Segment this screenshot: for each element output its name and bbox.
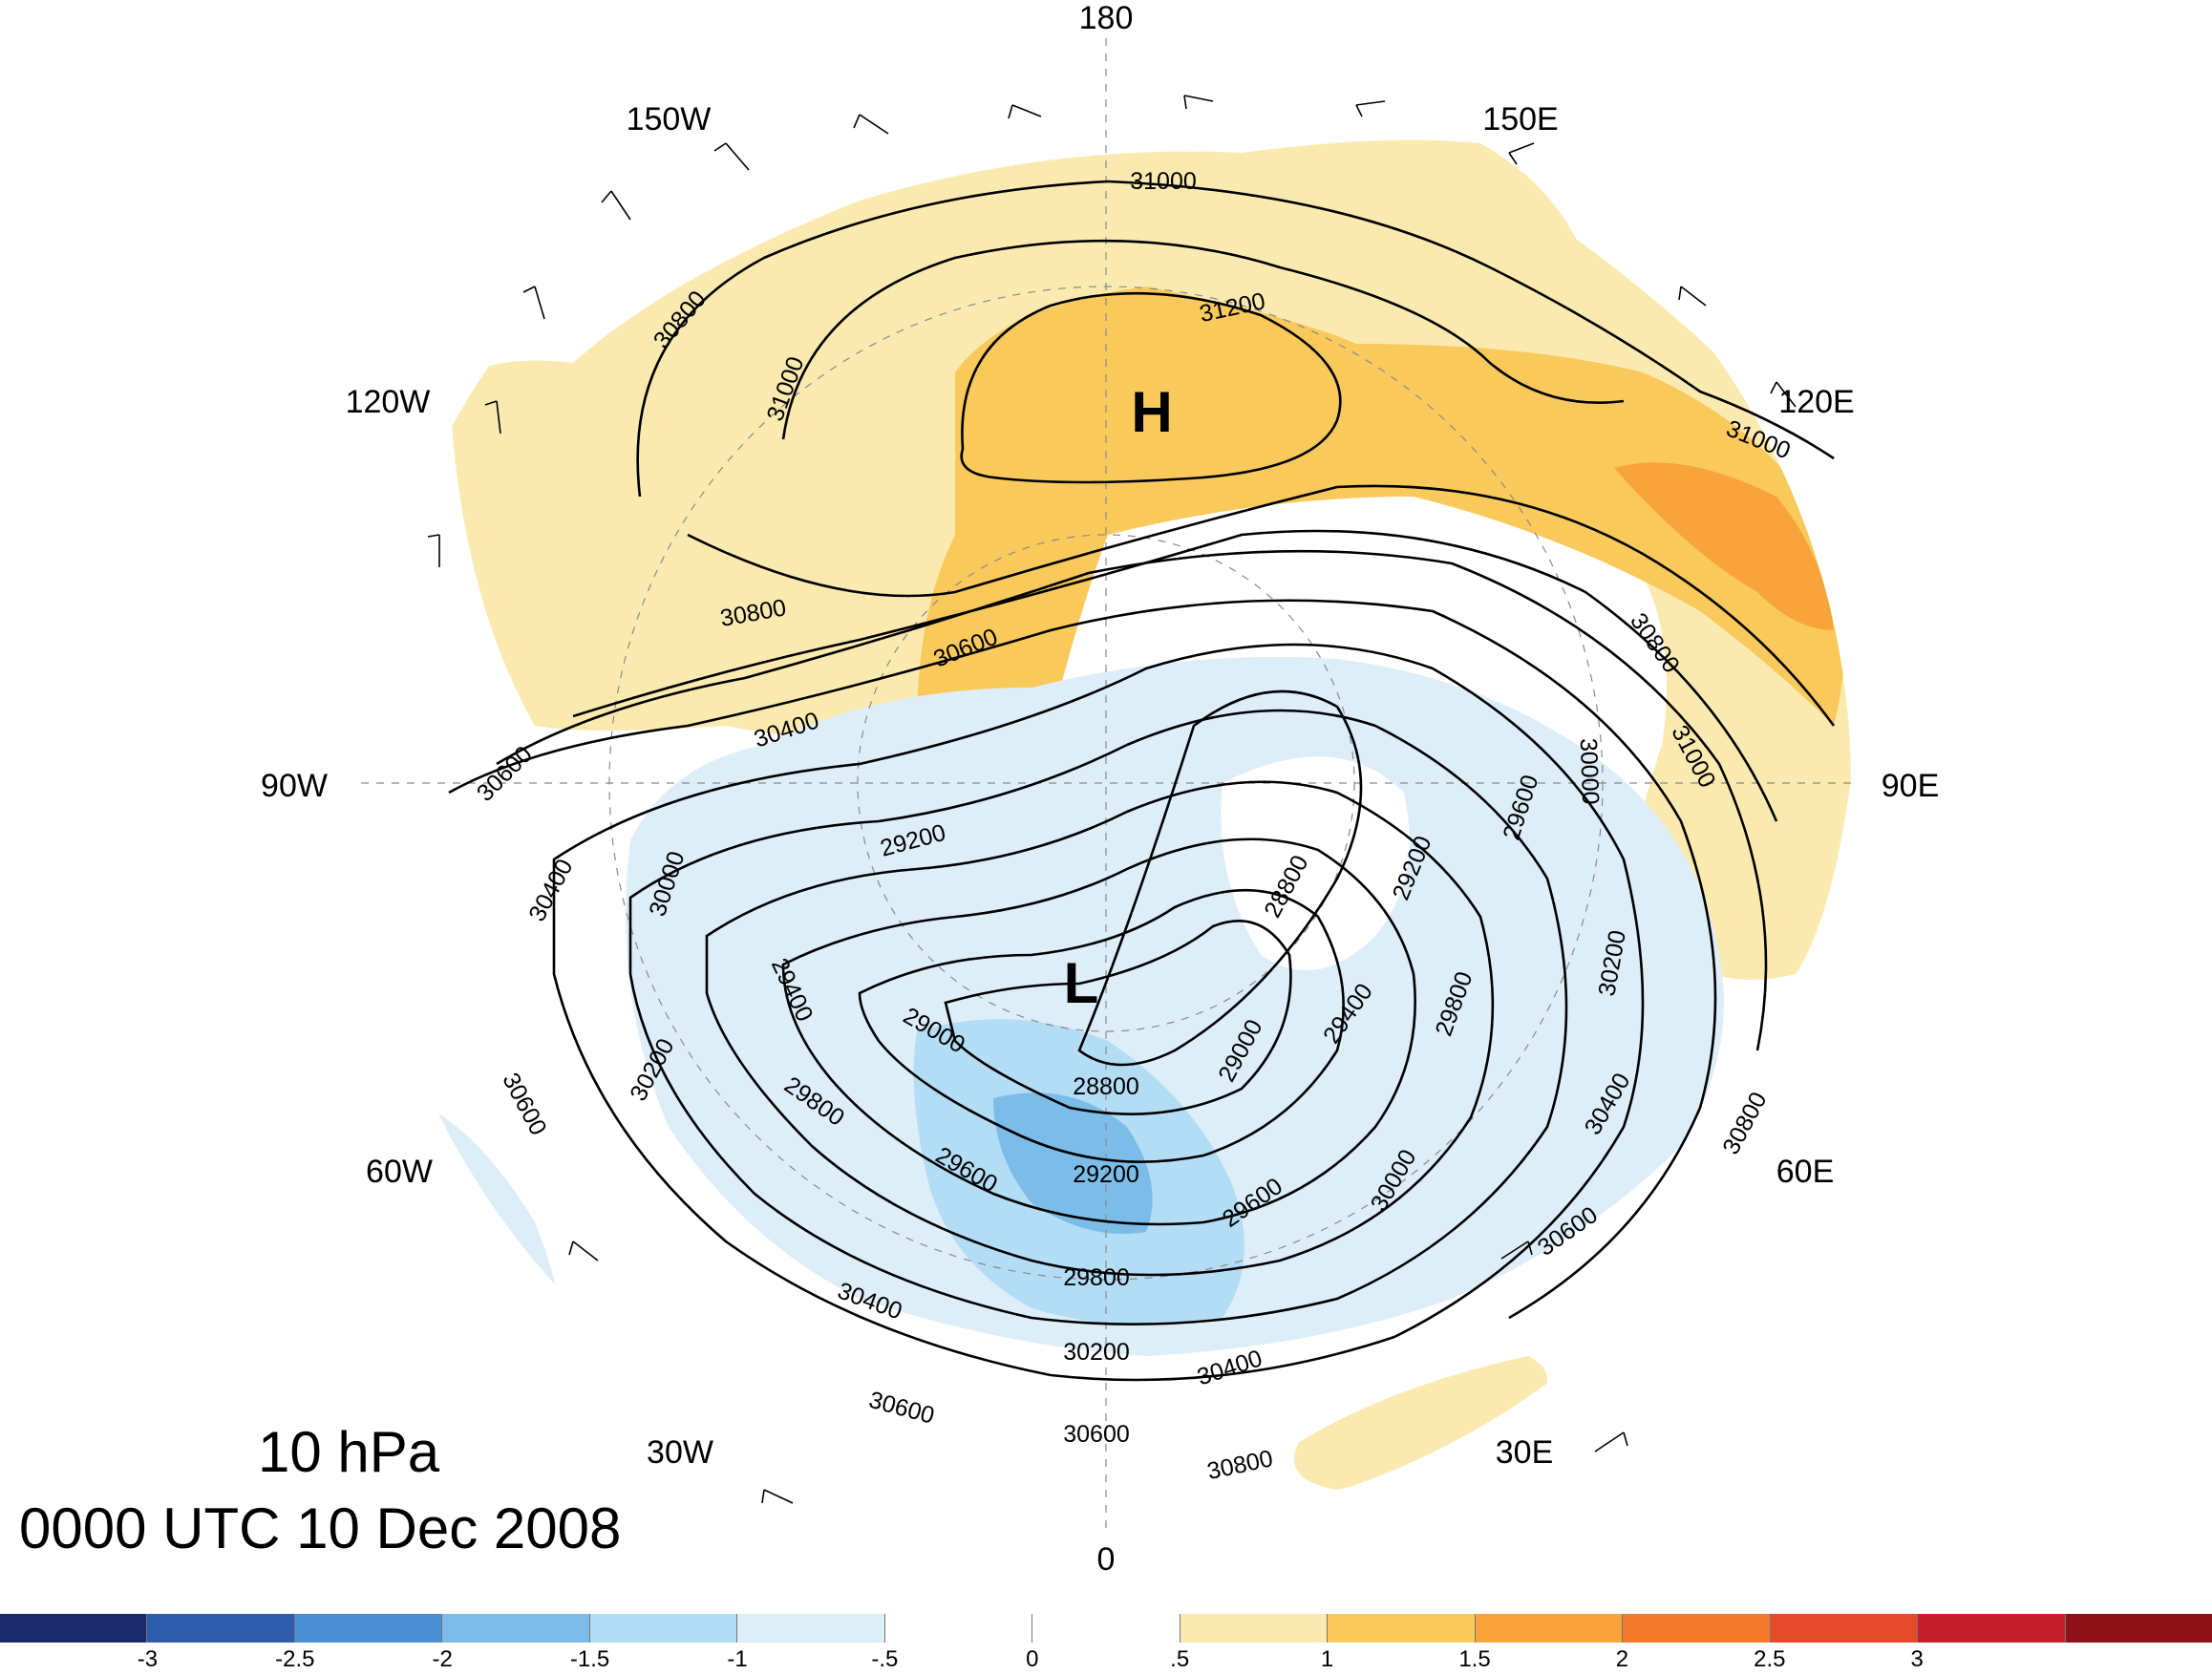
- contour-label: 30600: [497, 1069, 551, 1140]
- colorbar-swatch: [883, 1614, 1032, 1643]
- colorbar-tick-label: -1.5: [569, 1646, 610, 1672]
- colorbar-tick-label: 1.5: [1458, 1646, 1491, 1672]
- anomaly-fill-positive-mid: [917, 286, 1847, 735]
- colorbar-swatch: [0, 1614, 147, 1643]
- colorbar-swatch: [1769, 1614, 1918, 1643]
- lon-label-150e: 150E: [1482, 101, 1558, 138]
- lon-label-60e: 60E: [1776, 1154, 1835, 1190]
- lon-label-180: 180: [1079, 0, 1134, 36]
- contour-label: 30000: [1575, 737, 1604, 804]
- lon-label-30w: 30W: [647, 1434, 713, 1471]
- contour-label: 29200: [1073, 1161, 1139, 1188]
- lon-label-90w: 90W: [261, 768, 328, 804]
- colorbar-tick-label: .5: [1170, 1646, 1190, 1672]
- high-center-label: H: [1131, 380, 1172, 444]
- contour-label: 28800: [1073, 1073, 1139, 1100]
- colorbar-tick-label: 3: [1910, 1646, 1924, 1672]
- colorbar-swatch: [146, 1614, 294, 1643]
- map-title-time: 0000 UTC 10 Dec 2008: [19, 1496, 622, 1560]
- contour-label: 30200: [1063, 1339, 1130, 1366]
- colorbar-tick-label: -2: [432, 1646, 453, 1672]
- low-center-label: L: [1064, 951, 1099, 1015]
- colorbar-tick-label: 1: [1320, 1646, 1334, 1672]
- anomaly-fill-negative-light: [626, 657, 1724, 1356]
- anomaly-fill-negative-west: [408, 1098, 561, 1356]
- colorbar-tick-label: 2.5: [1754, 1646, 1786, 1672]
- colorbar-tick-label: -3: [137, 1646, 159, 1672]
- contour-label: 30600: [1063, 1421, 1130, 1448]
- colorbar-swatch: [1179, 1614, 1328, 1643]
- anomaly-fill-negative-core: [993, 1092, 1153, 1234]
- anomaly-fill-positive-strong: [1614, 462, 1834, 630]
- lon-label-30e: 30E: [1496, 1434, 1554, 1471]
- colorbar-swatch: [588, 1614, 737, 1643]
- contour-label: 30800: [1717, 1088, 1772, 1159]
- polar-map: 180 150E 120E 90E 60E 30E 0 30W 60W 90W …: [261, 0, 1940, 1578]
- colorbar-swatch: [736, 1614, 884, 1643]
- colorbar: [0, 1614, 2212, 1643]
- height-contours: [448, 180, 1836, 1382]
- lon-label-0: 0: [1097, 1541, 1116, 1578]
- map-title-level: 10 hPa: [258, 1420, 440, 1484]
- colorbar-tick-label: 2: [1615, 1646, 1629, 1672]
- colorbar-tick-label: -.5: [871, 1646, 899, 1672]
- colorbar-swatch: [2064, 1614, 2212, 1643]
- lon-label-120e: 120E: [1778, 384, 1854, 420]
- colorbar-swatch: [293, 1614, 442, 1643]
- anomaly-fill-negative-inner: [1221, 756, 1410, 970]
- contour-label: 30400: [523, 855, 578, 926]
- colorbar-swatch: [1474, 1614, 1623, 1643]
- lon-label-120w: 120W: [346, 384, 431, 420]
- contour-label: 29800: [1063, 1264, 1130, 1291]
- contour-label: 31000: [1130, 168, 1197, 195]
- contour-label: 30400: [1194, 1345, 1266, 1390]
- lon-label-60w: 60W: [366, 1154, 433, 1190]
- lon-label-90e: 90E: [1882, 768, 1940, 804]
- contour-label: 30600: [866, 1387, 937, 1430]
- wind-barbs: [427, 95, 1797, 1504]
- colorbar-tick-label: -1: [727, 1646, 748, 1672]
- colorbar-tick-label: 0: [1026, 1646, 1039, 1672]
- colorbar-swatch: [1032, 1614, 1180, 1643]
- colorbar-ticks: -3 -2.5 -2 -1.5 -1 -.5 0 .5 1 1.5 2 2.5 3: [0, 1646, 2212, 1675]
- colorbar-swatch: [441, 1614, 589, 1643]
- colorbar-swatch: [1917, 1614, 2065, 1643]
- lon-label-150w: 150W: [627, 101, 712, 138]
- colorbar-tick-label: -2.5: [275, 1646, 315, 1672]
- anomaly-fill-positive-south: [1294, 1356, 1547, 1490]
- colorbar-swatch: [1327, 1614, 1475, 1643]
- contour-label: 30800: [1204, 1445, 1275, 1485]
- colorbar-swatch: [1622, 1614, 1770, 1643]
- contour-label: 30600: [472, 741, 538, 807]
- graticule: [361, 38, 1851, 1528]
